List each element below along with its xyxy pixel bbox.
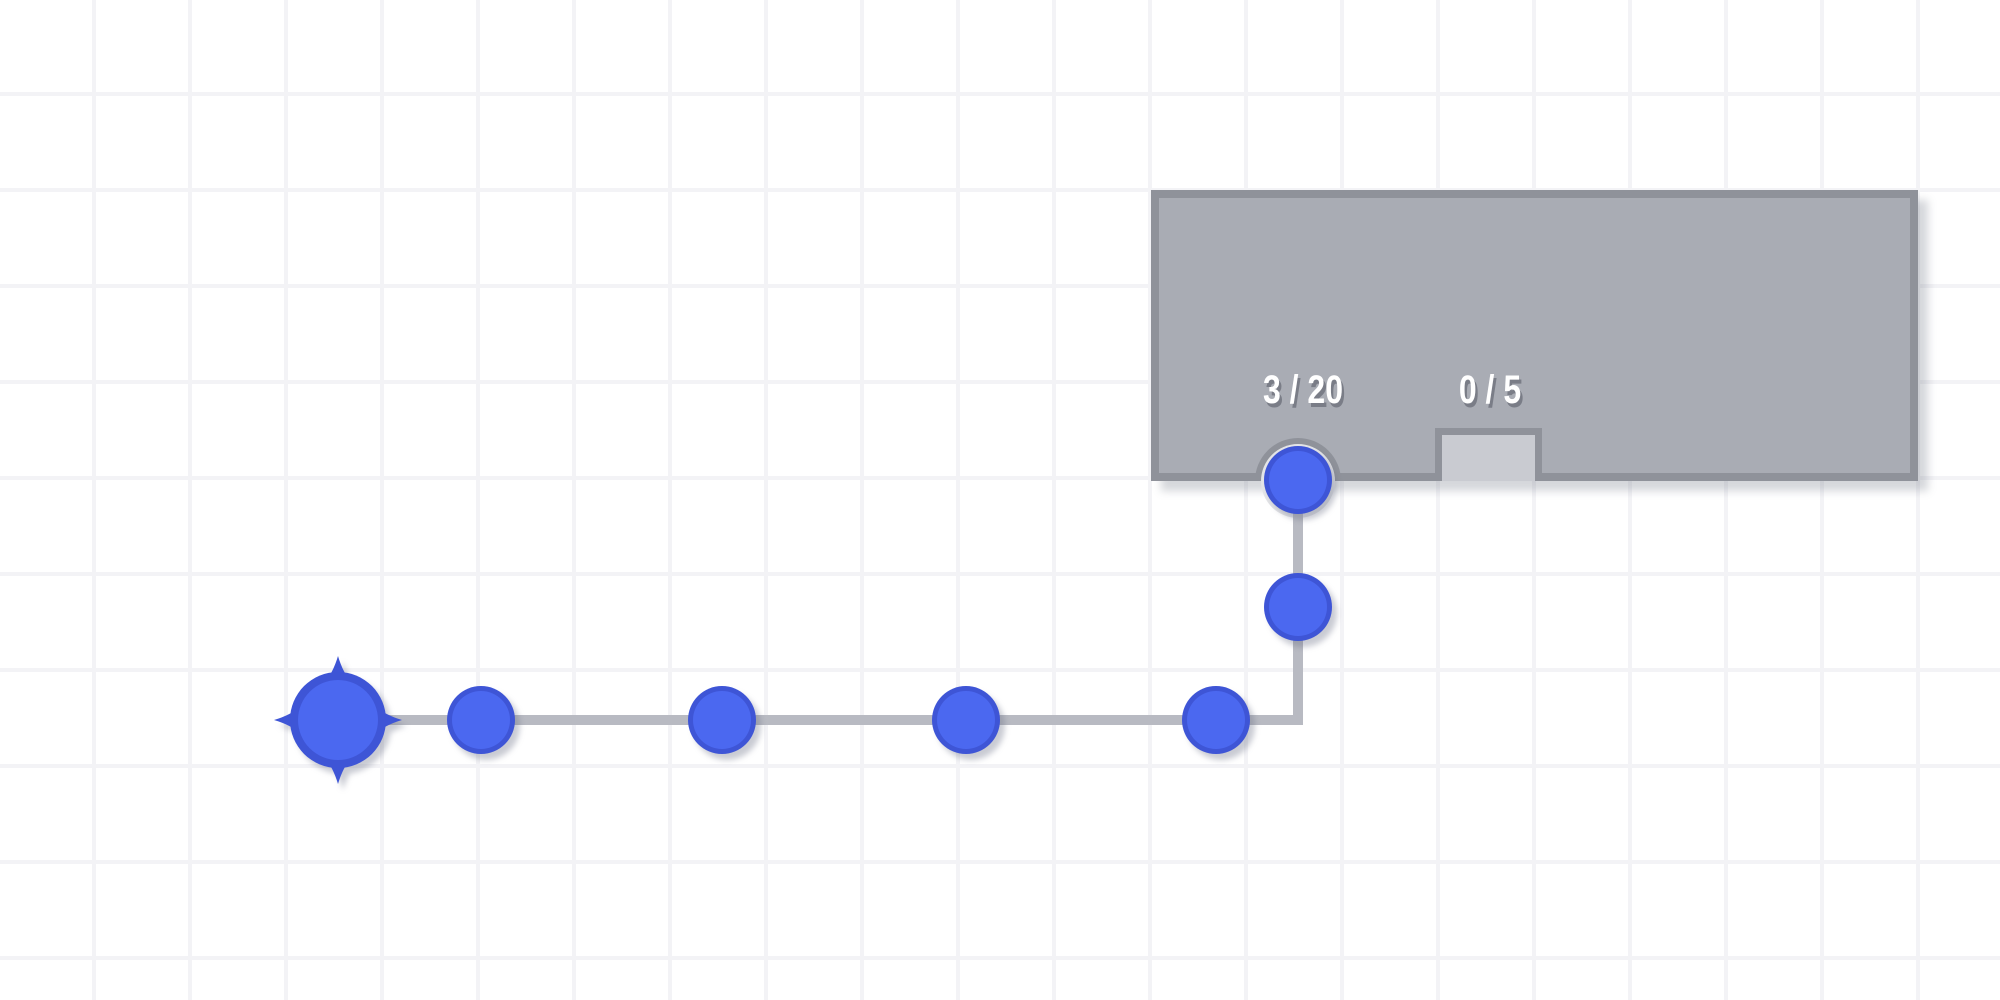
unit-body — [1269, 451, 1327, 509]
leader-unit[interactable] — [274, 656, 402, 784]
chain-unit[interactable] — [447, 686, 515, 754]
unit-body — [1269, 578, 1327, 636]
chain-unit[interactable] — [1264, 446, 1332, 514]
dock-slot[interactable] — [1435, 428, 1542, 481]
unit-body — [1187, 691, 1245, 749]
chain-unit[interactable] — [1264, 573, 1332, 641]
slot-counter: 0 / 5 — [1458, 368, 1522, 412]
unit-body — [452, 691, 510, 749]
unit-body — [937, 691, 995, 749]
chain-unit[interactable] — [932, 686, 1000, 754]
unit-counter: 3 / 20 — [1262, 368, 1344, 412]
unit-body — [693, 691, 751, 749]
chain-unit[interactable] — [688, 686, 756, 754]
unit-body — [298, 680, 378, 760]
chain-unit[interactable] — [1182, 686, 1250, 754]
chain-path-line — [338, 478, 1303, 725]
